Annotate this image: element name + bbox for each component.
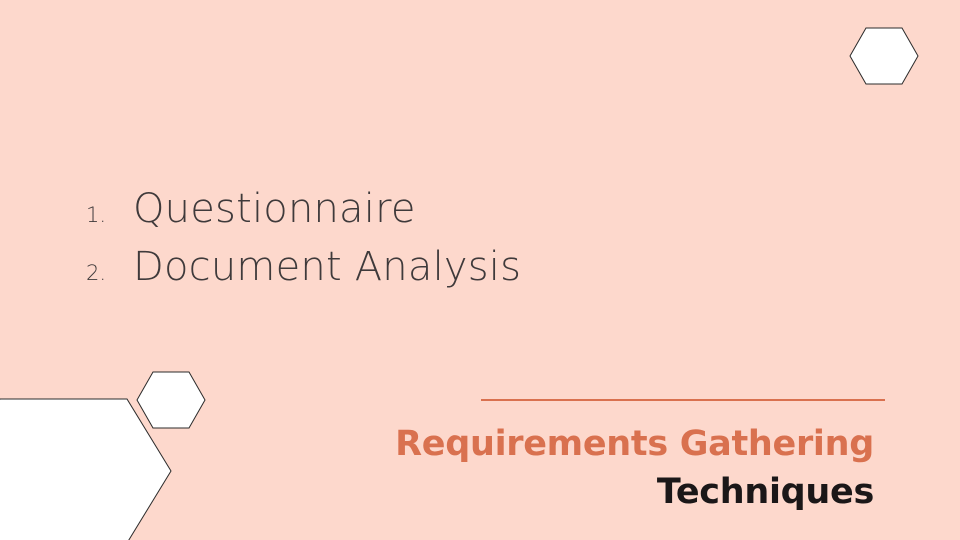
title-line-accent: Requirements Gathering [395, 424, 874, 464]
list-item: 1. Questionnaire [86, 186, 521, 244]
hexagon-icon [136, 371, 206, 429]
title-divider [481, 399, 885, 401]
hexagon-icon [849, 27, 919, 85]
list-item: 2. Document Analysis [86, 244, 521, 302]
list-item-number: 1. [86, 203, 107, 227]
list-item-label: Questionnaire [133, 186, 416, 232]
list-item-label: Document Analysis [133, 244, 522, 290]
content-list: 1. Questionnaire 2. Document Analysis [86, 186, 521, 302]
hexagon-icon [0, 398, 172, 540]
slide-title: Requirements Gathering Techniques [395, 420, 874, 516]
list-item-number: 2. [86, 261, 107, 285]
title-line-dark: Techniques [656, 472, 874, 512]
